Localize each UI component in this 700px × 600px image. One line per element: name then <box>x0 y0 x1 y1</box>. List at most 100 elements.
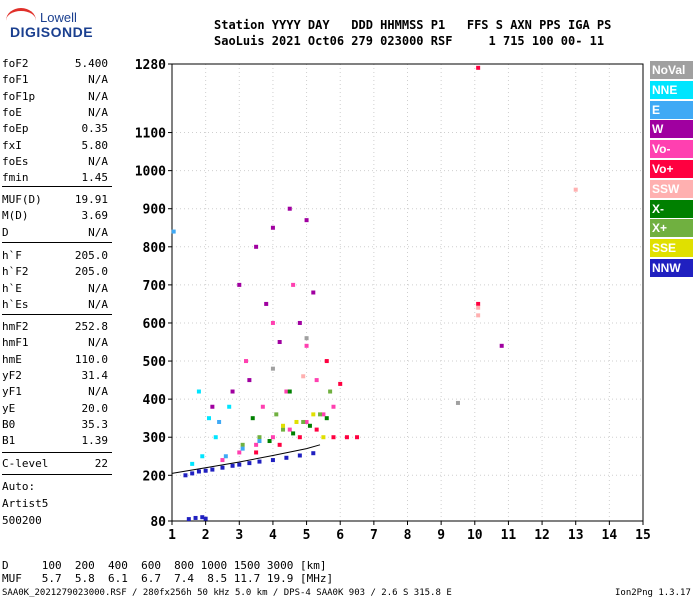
x-tick-label: 12 <box>534 528 550 543</box>
data-point <box>287 206 292 211</box>
y-tick-label: 200 <box>143 469 167 484</box>
data-point <box>304 336 309 341</box>
x-tick-label: 10 <box>467 528 483 543</box>
data-point <box>304 419 309 424</box>
data-point <box>230 389 235 394</box>
y-tick-label: 400 <box>143 393 167 408</box>
data-point <box>196 389 201 394</box>
data-point <box>190 471 195 476</box>
param-value: N/A <box>88 297 108 311</box>
autoscaler-version: 500200 <box>2 514 42 527</box>
legend-item: X- <box>650 199 693 218</box>
data-point <box>314 427 319 432</box>
clevel-value: 22 <box>94 457 108 470</box>
data-point <box>297 453 302 458</box>
param-value: 5.80 <box>81 138 109 152</box>
data-point <box>254 450 259 455</box>
data-point <box>257 439 262 444</box>
legend-item: NNE <box>650 80 693 99</box>
param-row: foF2 5.400 <box>2 57 108 73</box>
data-point <box>324 359 329 364</box>
param-label: h`Es <box>2 297 29 311</box>
legend-item: E <box>650 100 693 119</box>
data-point <box>318 412 323 417</box>
data-point <box>247 461 252 466</box>
param-value: 1.45 <box>81 171 109 185</box>
muf-distance-row: D 100 200 400 600 800 1000 1500 3000 [km… <box>2 559 327 572</box>
y-tick-label: 600 <box>143 317 167 332</box>
legend-item: X+ <box>650 219 693 238</box>
data-point <box>297 320 302 325</box>
x-tick-label: 6 <box>336 528 344 543</box>
data-point <box>210 467 215 472</box>
data-point <box>476 305 481 310</box>
divider <box>2 452 112 453</box>
data-point <box>476 313 481 318</box>
divider <box>2 186 112 187</box>
data-point <box>287 427 292 432</box>
x-tick-label: 13 <box>568 528 584 543</box>
data-point <box>250 416 255 421</box>
data-point <box>257 459 262 464</box>
data-point <box>277 442 282 447</box>
param-row: MUF(D) 19.91 <box>2 193 108 209</box>
param-value: 31.4 <box>81 368 109 382</box>
param-row: D N/A <box>2 226 108 242</box>
x-tick-label: 11 <box>501 528 517 543</box>
data-point <box>331 435 336 440</box>
x-tick-label: 2 <box>202 528 210 543</box>
data-point <box>193 515 198 520</box>
param-value: N/A <box>88 385 108 399</box>
data-point <box>277 340 282 345</box>
data-point <box>314 378 319 383</box>
scaled-parameters-panel: foF2 5.400 foF1 N/A foF1p N/A foE N/A foEp 0.35 fx… <box>2 0 112 600</box>
data-point <box>254 244 259 249</box>
data-point <box>328 389 333 394</box>
param-label: MUF(D) <box>2 193 42 206</box>
param-row: hmF1 N/A <box>2 336 108 352</box>
legend-item: W <box>650 120 693 139</box>
auto-label: Auto: <box>2 480 36 493</box>
param-label: foF1 <box>2 73 29 87</box>
electron-density-profile-line <box>171 444 321 474</box>
param-label: yE <box>2 401 16 415</box>
legend-item: Vo+ <box>650 160 693 178</box>
data-point <box>186 517 191 522</box>
param-value: 110.0 <box>74 352 108 366</box>
param-label: D <box>2 225 9 239</box>
program-version: Ion2Png 1.3.17 <box>615 588 691 598</box>
legend-item: NoVal <box>650 61 693 79</box>
header-row1: Station YYYY DAY DDD HHMMSS P1 FFS S AXN… <box>214 18 612 32</box>
param-value: N/A <box>88 281 108 295</box>
data-point <box>281 423 286 428</box>
data-point <box>476 301 481 306</box>
data-point <box>200 515 205 520</box>
data-point <box>217 419 222 424</box>
data-point <box>297 435 302 440</box>
data-point <box>338 381 343 386</box>
header-row2: SaoLuis 2021 Oct06 279 023000 RSF 1 715 … <box>214 34 605 48</box>
x-tick-label: 7 <box>370 528 378 543</box>
param-label: fmin <box>2 171 29 185</box>
data-point <box>190 461 195 466</box>
param-row: B1 1.39 <box>2 434 108 450</box>
data-point <box>321 435 326 440</box>
param-row: foEs N/A <box>2 155 108 171</box>
logo-line2: DIGISONDE <box>10 24 94 40</box>
data-point <box>455 400 460 405</box>
file-info: SAA0K_2021279023000.RSF / 280fx256h 50 k… <box>2 588 452 598</box>
param-label: hmF2 <box>2 320 29 333</box>
legend-item: SSE <box>650 239 693 258</box>
data-point <box>220 465 225 470</box>
clevel-row: C-level 22 <box>2 457 108 473</box>
y-tick-label: 1000 <box>135 165 166 180</box>
param-value: 1.39 <box>81 434 109 448</box>
data-point <box>240 446 245 451</box>
param-value: 35.3 <box>81 417 109 431</box>
legend-item: SSW <box>650 179 693 198</box>
param-row: h`F2 205.0 <box>2 265 108 281</box>
data-point <box>264 301 269 306</box>
data-point <box>499 343 504 348</box>
param-label: yF2 <box>2 368 22 382</box>
data-point <box>247 378 252 383</box>
